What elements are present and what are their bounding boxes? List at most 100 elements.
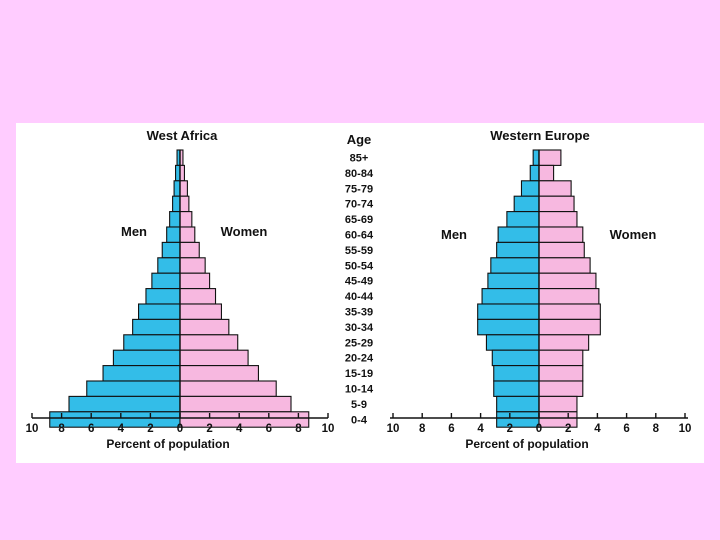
pyramid-western-europe: Western Europe 10 8 6 4 2 0 2 4 6 8 10 Percent of po… [387, 128, 692, 451]
x-tick-label: 4 [477, 423, 484, 435]
women-bar-45-49 [538, 272, 597, 290]
women-bar-40-44 [538, 288, 600, 305]
age-label: 25-29 [345, 337, 373, 349]
age-column: Age 85+ 80-84 75-79 70-74 65-69 60-64 55-59 50-5… [345, 132, 374, 426]
x-tick-label: 10 [322, 423, 335, 435]
age-header: Age [347, 132, 372, 147]
x-tick-label: 2 [507, 423, 513, 435]
x-tick-label: 10 [679, 423, 692, 435]
women-bar-50-54 [179, 257, 206, 274]
men-bar-20-24 [112, 349, 181, 367]
population-pyramids: West Africa 10 8 6 4 2 0 2 4 6 8 10 Percent of popul… [26, 128, 692, 451]
men-bar-5-9 [496, 395, 540, 413]
women-bar-65-69 [538, 211, 578, 228]
women-bar-5-9 [538, 395, 578, 413]
men-label: Men [441, 227, 467, 242]
women-bar-0-4 [179, 411, 310, 428]
women-bar-30-34 [538, 318, 601, 336]
women-bar-25-29 [179, 334, 239, 351]
age-label: 65-69 [345, 214, 373, 226]
x-tick-label: 4 [118, 423, 125, 435]
men-bar-0-4 [49, 411, 181, 428]
men-bar-70-74 [513, 195, 540, 213]
men-bar-85+ [532, 149, 540, 166]
women-bar-15-19 [179, 365, 259, 382]
women-label: Women [221, 224, 268, 239]
men-bar-45-49 [151, 272, 181, 290]
men-bar-25-29 [485, 334, 540, 351]
women-bar-0-4 [538, 411, 578, 428]
men-bar-75-79 [520, 180, 540, 197]
women-bar-15-19 [538, 365, 584, 382]
men-bar-60-64 [166, 226, 181, 243]
women-bar-40-44 [179, 288, 217, 305]
men-bar-75-79 [173, 180, 181, 197]
women-bar-25-29 [538, 334, 590, 351]
men-bar-70-74 [172, 195, 181, 213]
x-tick-label: 2 [206, 423, 212, 435]
x-tick-label: 6 [266, 423, 272, 435]
men-bar-5-9 [68, 395, 181, 413]
age-label: 60-64 [345, 230, 374, 242]
women-bar-60-64 [179, 226, 196, 243]
pyramid-west-africa: West Africa 10 8 6 4 2 0 2 4 6 8 10 Percent of popul… [26, 128, 335, 451]
men-bar-30-34 [477, 318, 540, 336]
men-bar-10-14 [86, 380, 181, 397]
men-label: Men [121, 224, 147, 239]
men-bar-40-44 [481, 288, 540, 305]
x-axis-title: Percent of population [465, 437, 588, 451]
x-tick-label: 0 [177, 423, 183, 435]
women-bar-20-24 [179, 349, 249, 367]
figure-panel: West Africa 10 8 6 4 2 0 2 4 6 8 10 Percent of popul… [16, 123, 704, 463]
age-label: 55-59 [345, 245, 373, 257]
men-bar-20-24 [491, 349, 540, 367]
age-label: 85+ [350, 153, 369, 165]
men-bar-55-59 [161, 241, 181, 259]
x-axis-title: Percent of population [106, 437, 229, 451]
women-bar-75-79 [538, 180, 572, 197]
women-bar-30-34 [179, 318, 230, 336]
x-tick-label: 2 [147, 423, 153, 435]
x-tick-label: 4 [594, 423, 601, 435]
men-bar-25-29 [123, 334, 181, 351]
women-bar-10-14 [538, 380, 584, 397]
men-bar-50-54 [490, 257, 540, 274]
x-tick-label: 8 [295, 423, 302, 435]
age-label: 20-24 [345, 353, 374, 365]
men-bar-40-44 [145, 288, 181, 305]
women-bar-60-64 [538, 226, 584, 243]
women-bar-55-59 [179, 241, 200, 259]
women-bar-20-24 [538, 349, 584, 367]
x-tick-label: 6 [623, 423, 629, 435]
x-tick-label: 2 [565, 423, 571, 435]
chart-title: West Africa [147, 128, 219, 143]
women-bar-10-14 [179, 380, 277, 397]
age-label: 0-4 [351, 414, 368, 426]
women-bar-45-49 [179, 272, 211, 290]
men-bar-55-59 [496, 241, 540, 259]
women-bar-35-39 [538, 303, 601, 320]
age-label: 40-44 [345, 291, 374, 303]
age-label: 30-34 [345, 322, 374, 334]
women-bar-35-39 [179, 303, 222, 320]
x-tick-label: 8 [653, 423, 660, 435]
chart-title: Western Europe [490, 128, 589, 143]
men-bar-15-19 [493, 365, 540, 382]
x-tick-label: 0 [536, 423, 542, 435]
women-bar-5-9 [179, 395, 292, 413]
women-bar-65-69 [179, 211, 193, 228]
women-bar-70-74 [538, 195, 575, 213]
women-bar-85+ [538, 149, 562, 166]
men-bar-60-64 [497, 226, 540, 243]
x-tick-label: 6 [88, 423, 94, 435]
x-tick-label: 10 [26, 423, 39, 435]
age-label: 45-49 [345, 276, 373, 288]
men-bar-35-39 [477, 303, 540, 320]
age-label: 15-19 [345, 368, 373, 380]
men-bar-15-19 [102, 365, 181, 382]
age-label: 80-84 [345, 168, 374, 180]
age-label: 10-14 [345, 384, 374, 396]
men-bar-10-14 [493, 380, 540, 397]
men-bar-35-39 [138, 303, 181, 320]
